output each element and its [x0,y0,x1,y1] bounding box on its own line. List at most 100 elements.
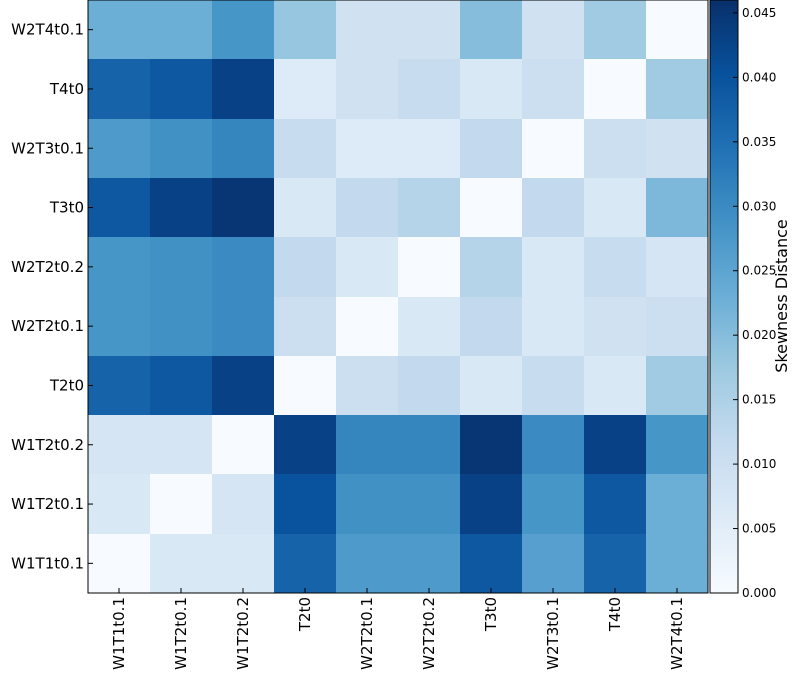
heatmap-cell [274,474,336,534]
colorbar-tick-label: 0.010 [742,457,776,471]
heatmap-cell [646,237,708,297]
heatmap-cell [88,415,150,474]
heatmap-cell [460,119,522,178]
x-tick-label: T4t0 [606,597,624,632]
heatmap-cell [212,119,274,178]
heatmap-cell [584,119,646,178]
heatmap-cell [274,534,336,593]
heatmap-cell [398,297,460,356]
heatmap-cell [584,237,646,297]
heatmap-cell [274,59,336,119]
heatmap-cell [584,356,646,415]
colorbar-tick-label: 0.025 [742,264,776,278]
heatmap-cell [522,474,584,534]
heatmap-cell [522,356,584,415]
heatmap-cell [398,415,460,474]
heatmap-cell [522,534,584,593]
heatmap-cell [522,0,584,59]
x-tick-label: W2T2t0.2 [420,597,438,670]
plot-frame [87,0,709,594]
colorbar-tick-label: 0.015 [742,393,776,407]
heatmap-cell [336,59,398,119]
heatmap-cell [522,178,584,237]
heatmap-cell [150,474,212,534]
heatmap-cell [522,297,584,356]
heatmap-cell [460,474,522,534]
colorbar-label: Skewness Distance [772,219,791,372]
heatmap-cell [336,415,398,474]
x-tick-labels: W1T1t0.1 W1T2t0.1 W1T2t0.2 T2t0 W2T2t0.1 W2T2… [110,588,686,670]
colorbar: 0.000 0.005 0.010 0.015 0.020 0.025 0.030 0.035… [709,0,791,600]
heatmap-cell [88,119,150,178]
heatmap-cell [88,0,150,59]
y-tick-labels: W2T4t0.1 T4t0 W2T3t0.1 T3t0 W2T2t0.2 W2T2t0.1… [11,21,93,572]
colorbar-tick-label: 0.030 [742,199,776,213]
heatmap-cell [398,237,460,297]
heatmap-cell [88,297,150,356]
heatmap-cell [212,0,274,59]
heatmap-cell [584,0,646,59]
colorbar-tick-label: 0.000 [742,586,776,600]
heatmap-cell [336,534,398,593]
x-tick-label: W1T2t0.1 [172,597,190,670]
heatmap-cell [398,474,460,534]
heatmap-cell [398,178,460,237]
heatmap-cell [336,0,398,59]
heatmap-cells [88,0,708,593]
y-tick-label: W2T3t0.1 [11,139,84,157]
heatmap-cell [274,297,336,356]
heatmap-cell [522,237,584,297]
heatmap-cell [398,119,460,178]
x-tick-label: W2T4t0.1 [668,597,686,670]
colorbar-tick-label: 0.045 [742,6,776,20]
heatmap-cell [88,534,150,593]
heatmap-cell [88,356,150,415]
heatmap-cell [646,0,708,59]
colorbar-gradient [709,0,739,594]
y-tick-label: W1T2t0.1 [11,495,84,513]
colorbar-tick-label: 0.040 [742,70,776,84]
y-tick-label: T3t0 [49,199,84,217]
heatmap-cell [646,474,708,534]
heatmap-cell [212,474,274,534]
heatmap-cell [88,59,150,119]
heatmap-cell [646,297,708,356]
heatmap-cell [336,474,398,534]
heatmap-cell [212,59,274,119]
heatmap-cell [584,534,646,593]
heatmap-cell [336,237,398,297]
heatmap-cell [336,297,398,356]
x-tick-label: W2T3t0.1 [544,597,562,670]
heatmap-cell [88,237,150,297]
heatmap-cell [150,237,212,297]
y-tick-label: W2T2t0.2 [11,258,84,276]
heatmap-cell [274,178,336,237]
heatmap-cell [398,356,460,415]
heatmap-cell [584,297,646,356]
y-tick-label: W2T2t0.1 [11,317,84,335]
heatmap-cell [646,119,708,178]
y-tick-label: T2t0 [49,376,84,394]
heatmap-cell [336,356,398,415]
heatmap-cell [460,178,522,237]
y-tick-label: W1T1t0.1 [11,554,84,572]
heatmap-cell [646,178,708,237]
colorbar-tick-label: 0.035 [742,135,776,149]
heatmap-cell [522,119,584,178]
x-tick-label: T3t0 [482,597,500,632]
colorbar-tick-label: 0.005 [742,522,776,536]
heatmap-cell [398,534,460,593]
heatmap-cell [150,0,212,59]
heatmap-cell [150,297,212,356]
heatmap-cell [522,59,584,119]
heatmap-cell [88,178,150,237]
x-tick-label: W1T2t0.2 [234,597,252,670]
heatmap-cell [88,474,150,534]
heatmap-cell [274,237,336,297]
y-tick-label: W2T4t0.1 [11,21,84,39]
heatmap-cell [646,59,708,119]
heatmap-cell [274,415,336,474]
heatmap-cell [460,356,522,415]
heatmap-cell [150,59,212,119]
